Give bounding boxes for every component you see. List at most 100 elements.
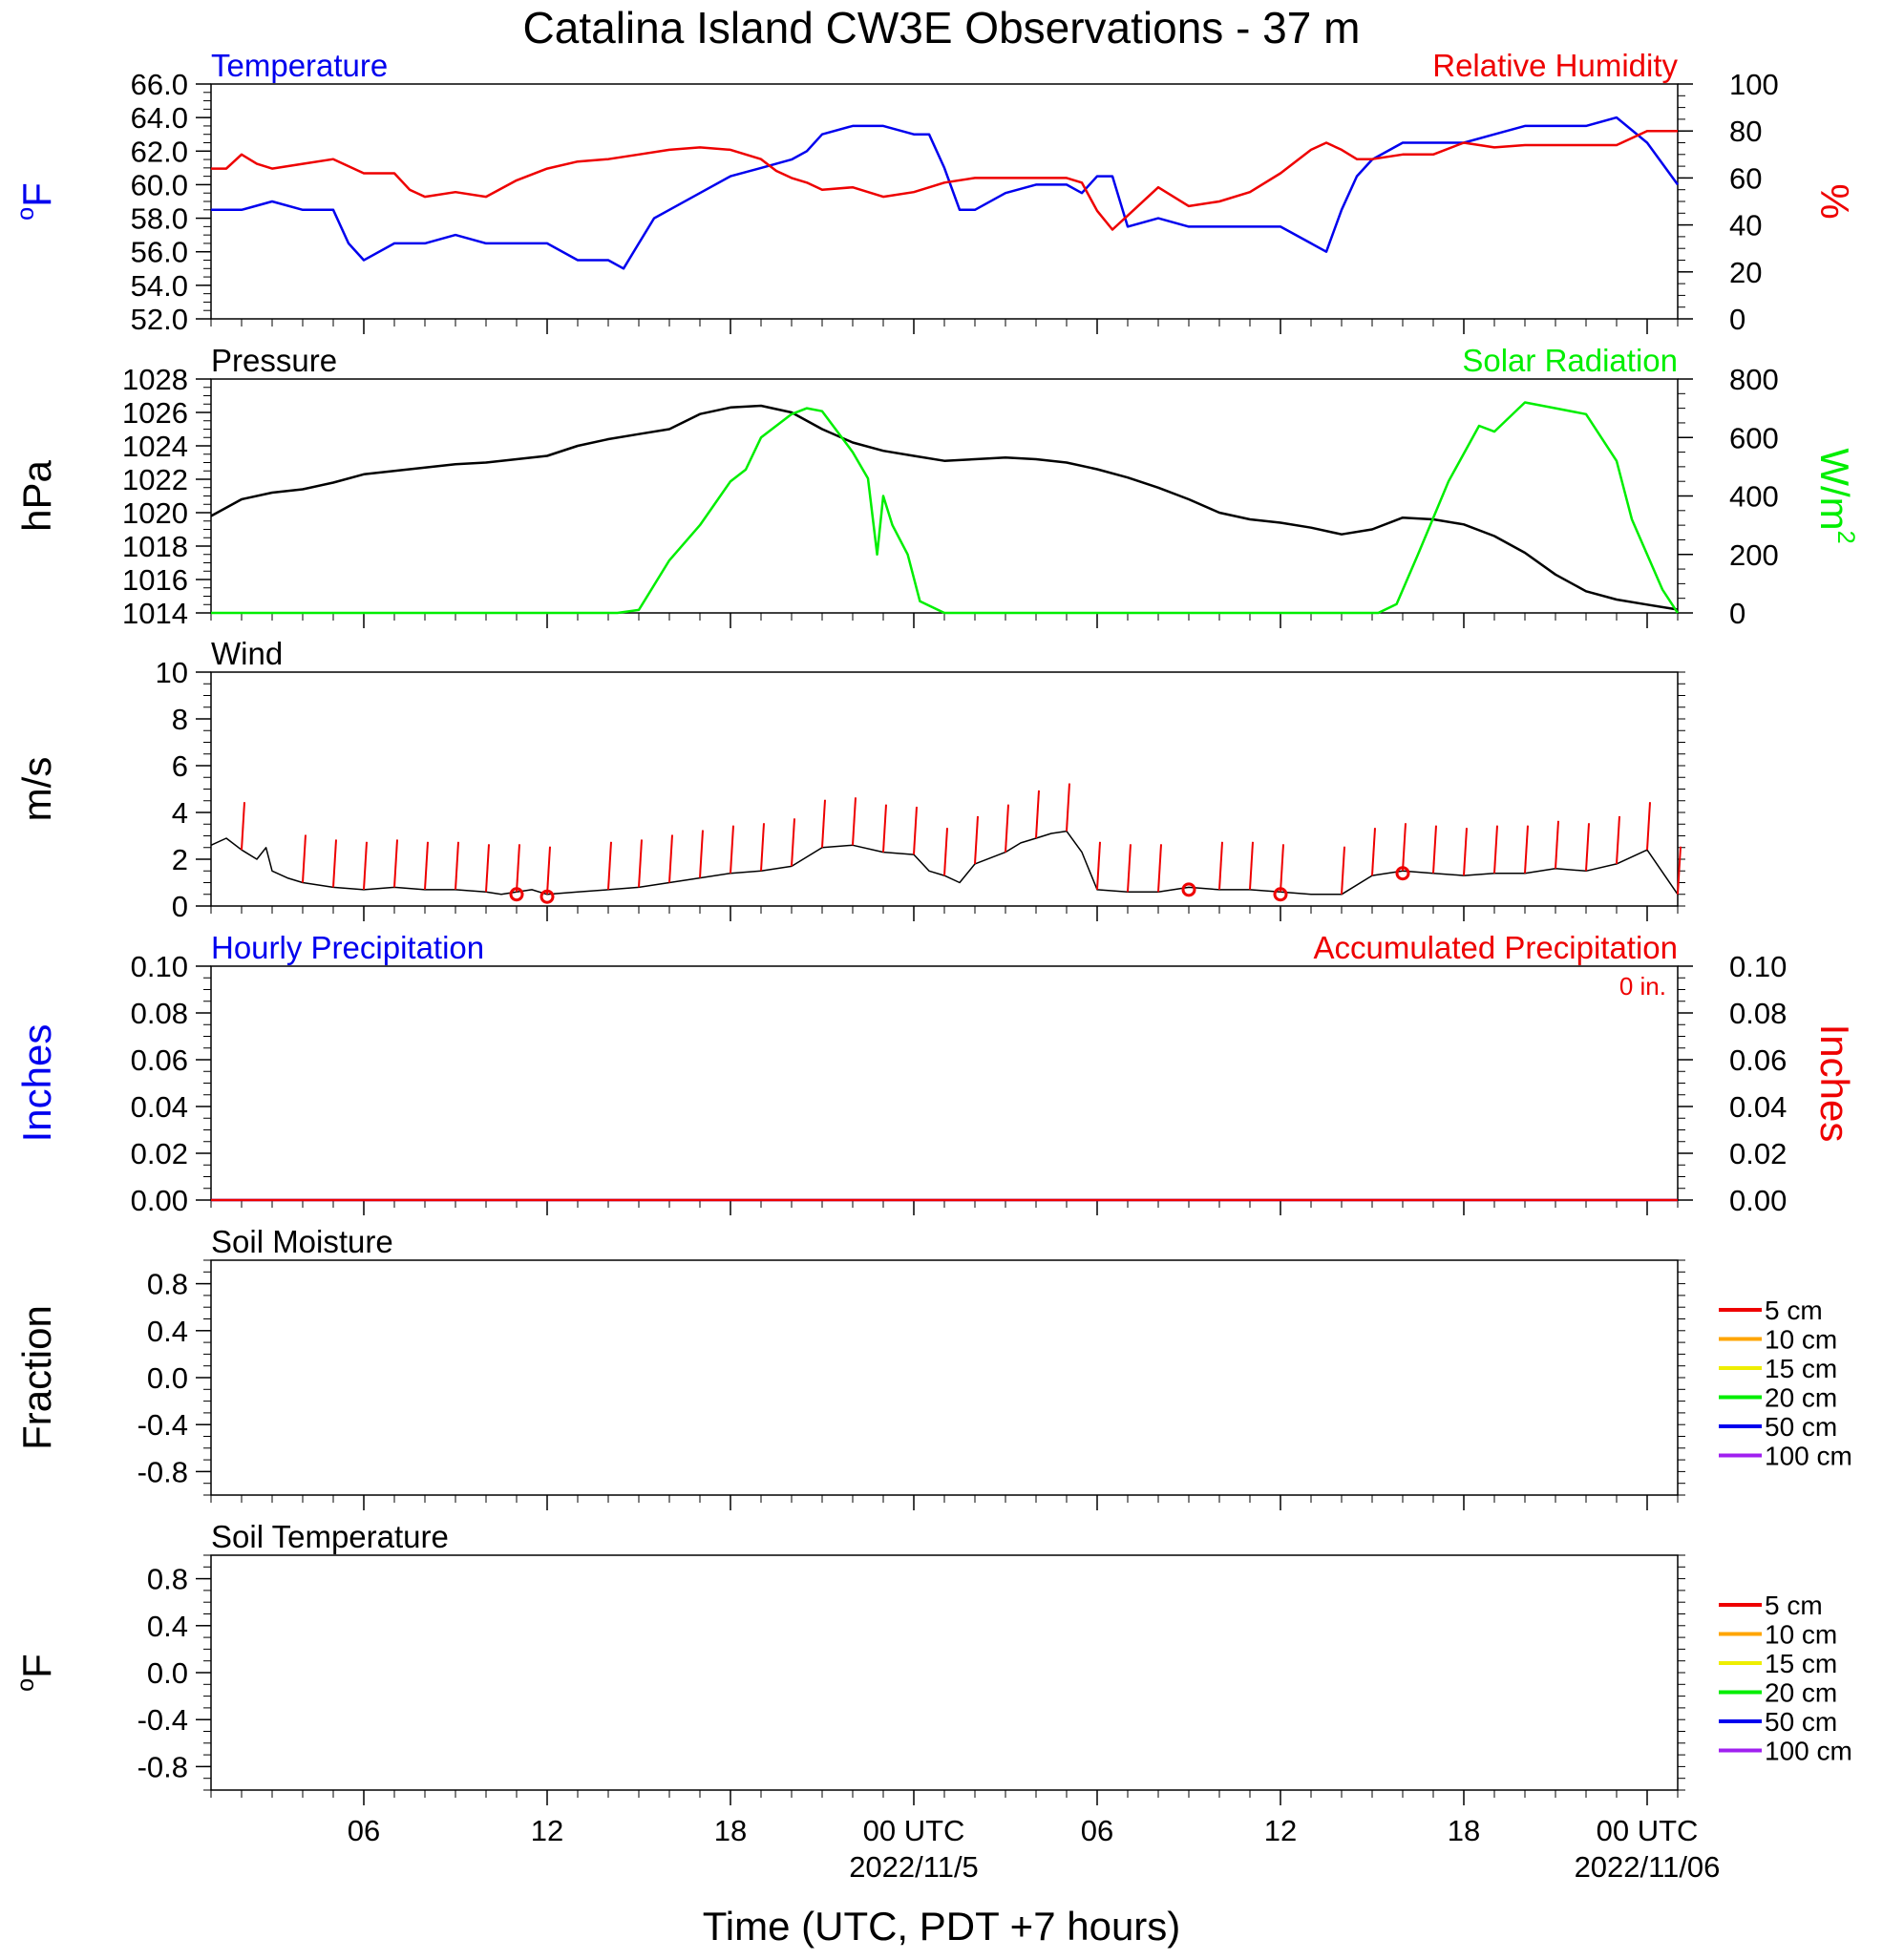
left-tick-label: 60.0 [131, 168, 188, 201]
left-tick-label: 62.0 [131, 135, 188, 168]
wind-barb [485, 844, 490, 893]
wind-barb [943, 828, 948, 876]
wind-barb [1555, 820, 1559, 869]
legend-label: 20 cm [1765, 1383, 1837, 1413]
calm-circle [1395, 866, 1410, 881]
x-tick-label: 12 [531, 1814, 563, 1847]
left-tick-label: 0.08 [131, 997, 188, 1030]
panel-right-title: Solar Radiation [1462, 343, 1678, 378]
left-tick-label: 0.4 [147, 1610, 188, 1643]
wind-barb [607, 841, 612, 890]
right-tick-label: 0.04 [1729, 1090, 1787, 1124]
right-tick-label: 0.02 [1729, 1137, 1787, 1170]
wind-barb [1096, 841, 1101, 890]
panel-1: 52.054.056.058.060.062.064.066.0 0 20 40 60 8… [12, 48, 1857, 336]
wind-barb [638, 839, 643, 888]
x-tick-label: 06 [1081, 1814, 1113, 1847]
right-tick-label: 0 [1729, 303, 1745, 336]
left-tick-label: 56.0 [131, 236, 188, 269]
wind-barb [1402, 823, 1407, 872]
panel-left-title: Wind [211, 636, 283, 671]
legend-label: 20 cm [1765, 1678, 1837, 1708]
legend-label: 100 cm [1765, 1737, 1852, 1766]
wind-barb [1280, 844, 1284, 893]
wind-barb [760, 823, 765, 872]
right-unit-label: W/m2 [1812, 448, 1859, 543]
wind-barb [332, 839, 337, 888]
left-tick-label: 1020 [122, 496, 188, 530]
right-tick-label: 800 [1729, 363, 1779, 396]
wind-barb [516, 844, 520, 893]
left-unit-label: oF [12, 182, 59, 221]
wind-barb [730, 825, 734, 874]
legend-label: 5 cm [1765, 1591, 1823, 1620]
legend-label: 100 cm [1765, 1442, 1852, 1471]
series-line-1 [210, 830, 1679, 896]
left-tick-label: 52.0 [131, 303, 188, 336]
wind-barb [1127, 844, 1132, 893]
left-tick-label: 1026 [122, 396, 188, 430]
panel-4: 0.00 0.02 0.04 0.06 0.08 0.10 0.00 0.02 0.04 0.06… [14, 930, 1857, 1217]
panel-left-title: Pressure [211, 343, 337, 378]
left-tick-label: 0.0 [147, 1656, 188, 1690]
right-tick-label: 40 [1729, 209, 1762, 242]
panel-right-title: Accumulated Precipitation [1313, 930, 1678, 965]
right-tick-label: 0 [1729, 597, 1745, 630]
wind-barb [424, 841, 429, 890]
left-tick-label: 1014 [122, 597, 188, 630]
right-unit-label: % [1812, 183, 1857, 219]
panel-left-title: Temperature [211, 48, 388, 83]
left-tick-label: 10 [156, 656, 188, 689]
wind-barb [1218, 841, 1223, 890]
wind-barb [913, 807, 918, 855]
left-tick-label: -0.8 [138, 1455, 188, 1488]
left-tick-label: 58.0 [131, 202, 188, 236]
left-unit-label: oF [12, 1654, 59, 1692]
legend-label: 15 cm [1765, 1354, 1837, 1383]
panel-right-title: Relative Humidity [1432, 48, 1678, 83]
legend-label: 15 cm [1765, 1649, 1837, 1678]
panel-left-title: Soil Temperature [211, 1519, 449, 1554]
left-tick-label: 64.0 [131, 101, 188, 135]
wind-barb [302, 834, 307, 883]
calm-circle [540, 889, 555, 904]
wind-barb [393, 839, 398, 888]
precip-annotation: 0 in. [1619, 972, 1666, 1001]
left-tick-label: 1016 [122, 563, 188, 597]
wind-barb [1493, 825, 1498, 874]
right-tick-label: 60 [1729, 161, 1762, 195]
series-line-2 [211, 129, 1678, 231]
wind-barb [1035, 790, 1040, 839]
wind-barb [1432, 825, 1437, 874]
series-line-2 [211, 401, 1680, 615]
panel-5: -0.8 -0.4 0.0 0.4 0.8 Soil Moisture Fraction 5 … [14, 1224, 1852, 1510]
panel-left-title: Soil Moisture [211, 1224, 393, 1259]
wind-barb [791, 818, 795, 867]
right-tick-label: 80 [1729, 115, 1762, 148]
left-tick-label: 1022 [122, 463, 188, 496]
x-tick-label: 18 [714, 1814, 747, 1847]
left-unit-label: m/s [14, 757, 59, 822]
wind-barb [1524, 825, 1529, 874]
left-tick-label: 0 [172, 890, 188, 923]
wind-barb [882, 804, 887, 853]
left-tick-label: -0.4 [138, 1408, 188, 1442]
wind-barb [1157, 844, 1162, 893]
x-tick-date-label: 2022/11/06 [1575, 1850, 1721, 1884]
x-tick-label: 18 [1448, 1814, 1480, 1847]
wind-barb [974, 815, 979, 864]
left-tick-label: 1028 [122, 363, 188, 396]
panels: 52.054.056.058.060.062.064.066.002040608… [12, 48, 1859, 1805]
right-tick-label: 400 [1729, 480, 1779, 514]
legend-label: 50 cm [1765, 1412, 1837, 1442]
wind-barb [852, 797, 857, 846]
left-tick-label: 0.06 [131, 1043, 188, 1077]
wind-barb [546, 846, 551, 895]
left-tick-label: -0.4 [138, 1703, 188, 1737]
wind-barb [363, 841, 368, 890]
left-tick-label: 0.8 [147, 1563, 188, 1596]
x-tick-label: 06 [348, 1814, 380, 1847]
